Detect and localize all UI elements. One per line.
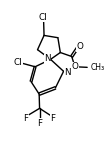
Text: F: F bbox=[50, 114, 55, 123]
Text: O: O bbox=[77, 42, 84, 51]
Text: N: N bbox=[44, 54, 51, 63]
Text: O: O bbox=[72, 62, 79, 71]
Text: Cl: Cl bbox=[14, 58, 22, 67]
Text: F: F bbox=[37, 119, 42, 128]
Text: F: F bbox=[23, 114, 28, 123]
Text: CH₃: CH₃ bbox=[90, 63, 105, 72]
Text: Cl: Cl bbox=[39, 13, 47, 22]
Text: N: N bbox=[64, 68, 70, 77]
